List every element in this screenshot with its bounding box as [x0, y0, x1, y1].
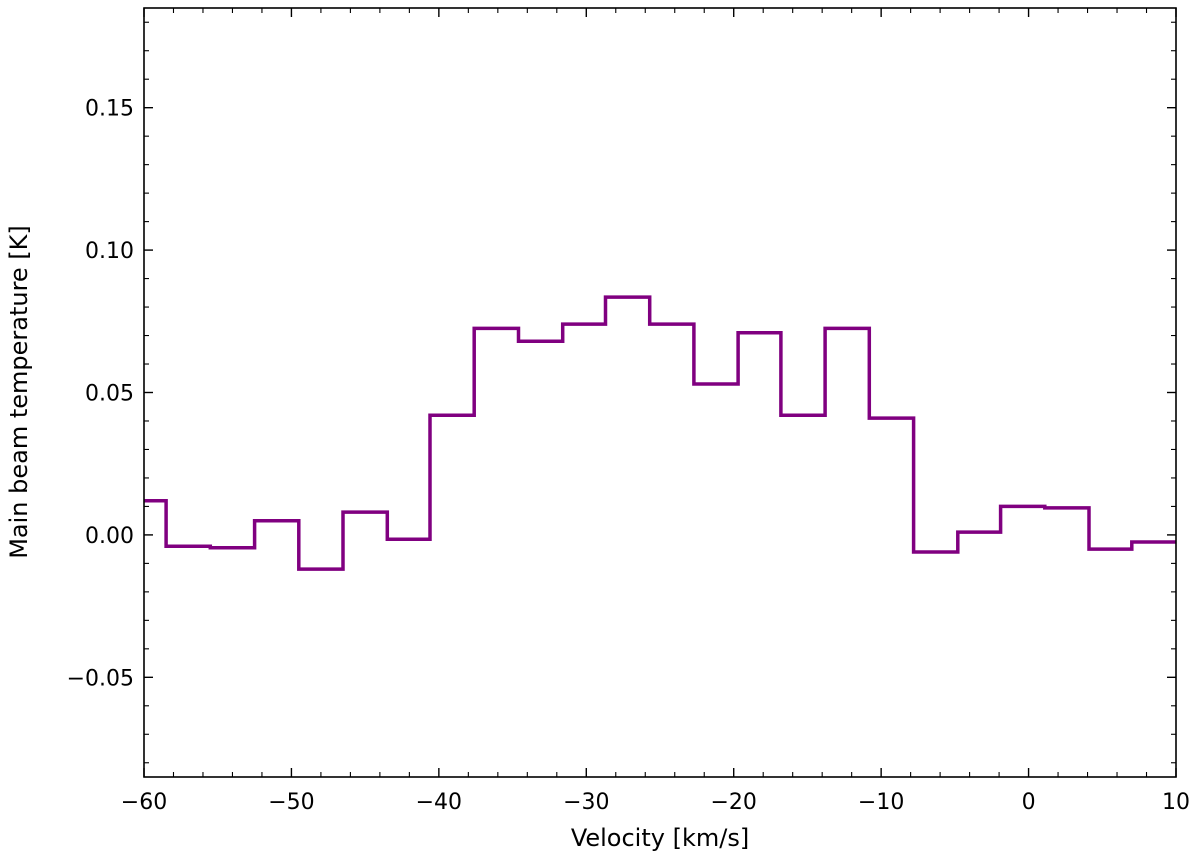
y-axis-label: Main beam temperature [K] [5, 225, 33, 559]
y-tick-label: 0.15 [85, 97, 134, 122]
minor-ticks [144, 8, 1176, 777]
x-tick-label: 0 [1022, 790, 1036, 815]
x-axis-label: Velocity [km/s] [571, 824, 749, 852]
x-tick-label: −10 [858, 790, 904, 815]
spectrum-step-line [144, 295, 1176, 571]
y-tick-label: 0.05 [85, 382, 134, 407]
x-tick-label: −50 [268, 790, 314, 815]
major-ticks [143, 8, 1177, 777]
y-tick-labels: −0.05 0.00 0.05 0.10 0.15 [67, 97, 134, 692]
y-tick-label: 0.10 [85, 239, 134, 264]
x-tick-label: −40 [416, 790, 462, 815]
x-tick-labels: −60 −50 −40 −30 −20 −10 0 10 [121, 790, 1190, 815]
plot-frame [143, 7, 1177, 778]
x-tick-label: 10 [1162, 790, 1190, 815]
y-tick-label: 0.00 [85, 524, 134, 549]
y-tick-label: −0.05 [67, 666, 134, 691]
x-tick-label: −30 [563, 790, 609, 815]
x-tick-label: −20 [710, 790, 756, 815]
x-tick-label: −60 [121, 790, 167, 815]
